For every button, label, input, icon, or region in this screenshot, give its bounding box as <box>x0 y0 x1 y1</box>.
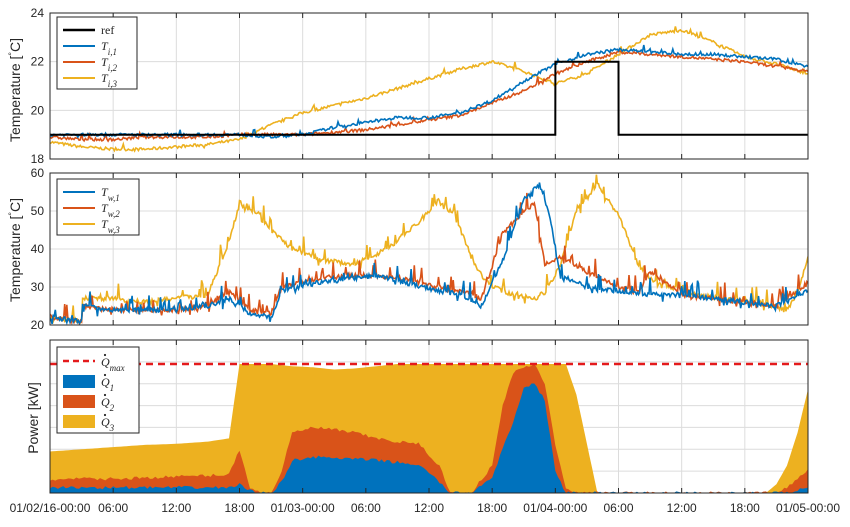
area-q2 <box>50 364 808 493</box>
y-tick-label: 22 <box>31 55 45 69</box>
legend-swatch <box>63 395 95 408</box>
legend-label: Ti,3 <box>101 71 117 89</box>
series-line-ti3 <box>50 26 808 153</box>
y-tick-label: 20 <box>31 318 45 332</box>
legend-label: Qmax <box>101 355 125 373</box>
x-tick-label: 06:00 <box>603 501 633 515</box>
legend-label: Tw,1 <box>101 185 120 203</box>
x-tick-label: 18:00 <box>477 501 507 515</box>
x-tick-label: 18:00 <box>730 501 760 515</box>
x-tick-label: 12:00 <box>667 501 697 515</box>
temperature-water-panel: Temperature [°C] 20 30 40 50 60 Tw,1Tw,2Tw,3 <box>7 166 809 332</box>
x-tick-labels: 01/02/16-00:00 06:00 12:00 18:00 01/03-00:00… <box>10 501 841 515</box>
y-tick-label: 20 <box>31 103 45 117</box>
legend-swatch <box>63 415 95 428</box>
legend-label: Ti,2 <box>101 55 117 73</box>
ylabel-power: Power [kW] <box>25 382 41 454</box>
series-line-ti1 <box>50 44 808 139</box>
y-tick-label: 30 <box>31 280 45 294</box>
legend-label: Tw,3 <box>101 217 120 235</box>
legend-label: Q3 <box>101 415 115 433</box>
x-tick-label: 01/05-00:00 <box>776 501 840 515</box>
y-tick-label: 60 <box>31 166 45 180</box>
ylabel-temperature-indoor: Temperature [°C] <box>7 38 23 142</box>
y-tick-label: 24 <box>31 6 45 20</box>
dot-accent <box>103 373 107 377</box>
legend-label: Ti,1 <box>101 39 117 57</box>
x-tick-label: 12:00 <box>161 501 191 515</box>
y-tick-label: 40 <box>31 242 45 256</box>
legend-label: Q1 <box>101 375 114 393</box>
x-tick-label: 01/04-00:00 <box>523 501 587 515</box>
x-tick-label: 01/02/16-00:00 <box>10 501 91 515</box>
y-tick-label: 50 <box>31 204 45 218</box>
x-tick-label: 18:00 <box>224 501 254 515</box>
legend-label: ref <box>101 23 114 37</box>
x-tick-label: 01/03-00:00 <box>271 501 335 515</box>
x-tick-label: 06:00 <box>351 501 381 515</box>
ylabel-temperature-water: Temperature [°C] <box>7 198 23 302</box>
dot-accent <box>103 353 107 357</box>
legend-swatch <box>63 375 95 388</box>
temperature-indoor-panel: Temperature [°C] 18 20 22 24 ref Ti,1Ti,2Ti,3 <box>7 6 809 166</box>
y-tick-label: 18 <box>31 152 45 166</box>
x-tick-label: 06:00 <box>98 501 128 515</box>
series-line-ref <box>50 60 808 136</box>
dot-accent <box>103 393 107 397</box>
x-tick-label: 12:00 <box>414 501 444 515</box>
power-panel: Power [kW] Qmax Q1 Q2 Q3 <box>25 339 809 494</box>
legend-label: Tw,2 <box>101 201 120 219</box>
dot-accent <box>103 413 107 417</box>
series-line-tw1 <box>50 182 808 325</box>
legend-label: Q2 <box>101 395 115 413</box>
